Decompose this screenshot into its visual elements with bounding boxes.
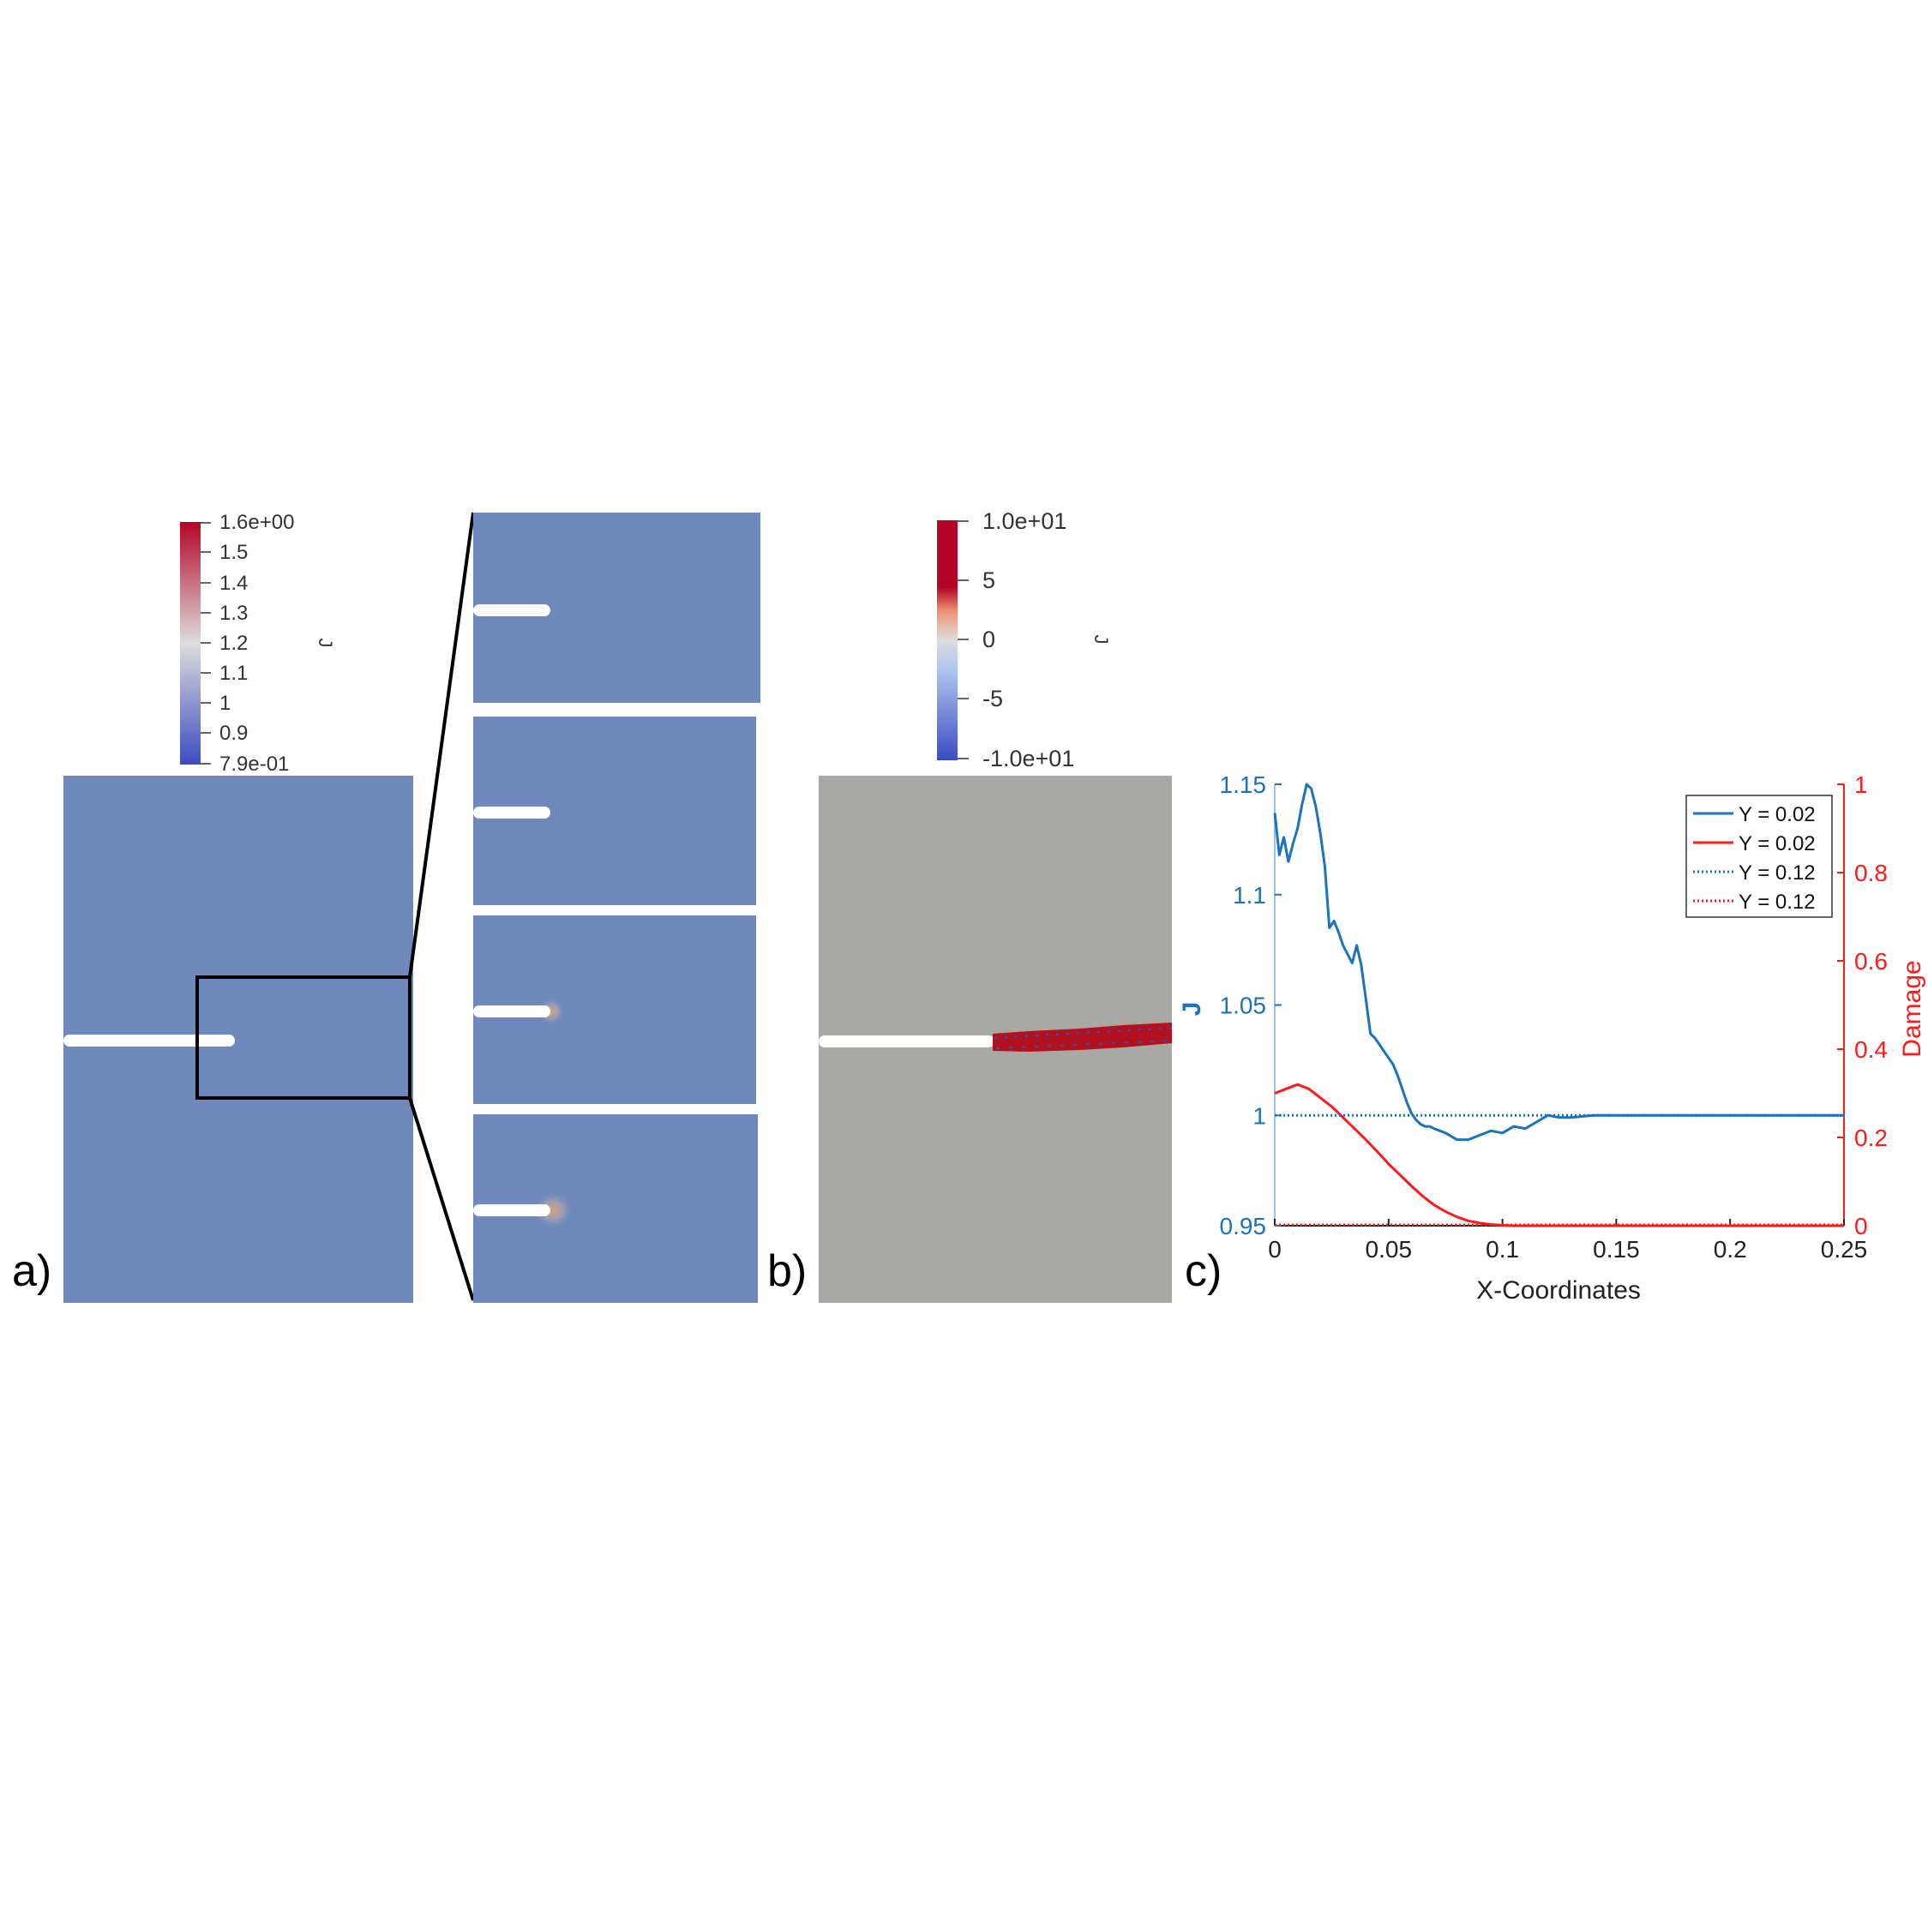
notch-zoom-3 bbox=[473, 1005, 550, 1017]
y-ticks: 0.95 1 1.05 1.1 1.15 bbox=[1220, 771, 1282, 1239]
colorbar-a-label: 7.9e-01 bbox=[219, 753, 289, 776]
legend-label-1: Y = 0.02 bbox=[1739, 803, 1816, 826]
y2-tick-label: 0.8 bbox=[1854, 860, 1888, 886]
colorbar-b-label: 5 bbox=[982, 567, 995, 593]
legend-label-3: Y = 0.12 bbox=[1739, 861, 1816, 885]
colorbar-a-label: 1.3 bbox=[219, 602, 248, 625]
colorbar-b-label: 1.0e+01 bbox=[982, 508, 1066, 534]
x-tick-label: 0.25 bbox=[1821, 1236, 1868, 1263]
x-ticks: 0 0.05 0.1 0.15 0.2 0.25 bbox=[1268, 1219, 1867, 1263]
x-axis-label: X-Coordinates bbox=[1476, 1276, 1641, 1305]
y-tick-label: 1.1 bbox=[1233, 882, 1266, 909]
colorbar-a-label: 1.2 bbox=[219, 632, 248, 655]
y2-tick-label: 0.2 bbox=[1854, 1125, 1888, 1151]
colorbar-a-label: 1.6e+00 bbox=[219, 511, 294, 534]
zoom-connector-top bbox=[408, 512, 475, 978]
x-tick-label: 0.2 bbox=[1714, 1236, 1747, 1263]
colorbar-b-label: 0 bbox=[982, 627, 995, 652]
damage-band bbox=[993, 1020, 1173, 1052]
zoom-connector-bottom bbox=[408, 1097, 475, 1301]
colorbar-a-title: J bbox=[315, 639, 336, 648]
y2-tick-label: 0 bbox=[1854, 1213, 1868, 1239]
colorbar-b-label: -1.0e+01 bbox=[982, 746, 1074, 771]
colorbar-a-label: 0.9 bbox=[219, 722, 248, 745]
panel-label-b: b) bbox=[767, 1246, 807, 1296]
colorbar-a-label: 1 bbox=[219, 692, 231, 715]
notch-zoom-1 bbox=[473, 604, 550, 616]
colorbar-a-label: 1.5 bbox=[219, 541, 248, 564]
y-axis-label: J bbox=[1178, 1002, 1206, 1017]
x-tick-label: 0 bbox=[1268, 1236, 1282, 1263]
y2-tick-label: 1 bbox=[1854, 771, 1868, 798]
crack-tip-glow-4 bbox=[532, 1191, 574, 1229]
series-line-2 bbox=[1274, 1083, 1844, 1227]
notch-a bbox=[63, 1035, 235, 1047]
colorbar-a-label: 1.1 bbox=[219, 662, 248, 685]
panel-a: 1.6e+00 1.5 1.4 1.3 1.2 1.1 1 0.9 7.9e-0… bbox=[12, 511, 760, 1303]
y-tick-label: 1.15 bbox=[1220, 771, 1267, 798]
colorbar-b-title: J bbox=[1090, 635, 1112, 645]
panel-label-a: a) bbox=[12, 1246, 51, 1296]
x-tick-label: 0.15 bbox=[1593, 1236, 1640, 1263]
y2-axis-label: Damage bbox=[1898, 960, 1926, 1057]
colorbar-a: 1.6e+00 1.5 1.4 1.3 1.2 1.1 1 0.9 7.9e-0… bbox=[180, 511, 336, 776]
panel-b: 1.0e+01 5 0 -5 -1.0e+01 J b) bbox=[767, 508, 1173, 1303]
y2-ticks: 0 0.2 0.4 0.6 0.8 1 bbox=[1837, 771, 1888, 1239]
zoom-box bbox=[195, 975, 411, 1100]
legend: Y = 0.02 Y = 0.02 Y = 0.12 Y = 0.12 bbox=[1685, 795, 1833, 918]
y-tick-label: 0.95 bbox=[1220, 1213, 1267, 1239]
y2-tick-label: 0.6 bbox=[1854, 948, 1888, 975]
x-tick-label: 0.1 bbox=[1486, 1236, 1519, 1263]
y-tick-label: 1 bbox=[1252, 1102, 1266, 1129]
y-tick-label: 1.05 bbox=[1220, 993, 1267, 1019]
colorbar-a-gradient bbox=[180, 522, 201, 765]
legend-label-2: Y = 0.02 bbox=[1739, 832, 1816, 855]
colorbar-b-label: -5 bbox=[982, 686, 1003, 711]
colorbar-a-label: 1.4 bbox=[219, 572, 248, 595]
series-line-1 bbox=[1273, 783, 1844, 1142]
series-layer bbox=[1273, 783, 1844, 1227]
crack-tip-glow-3 bbox=[538, 998, 565, 1025]
panel-c: c) 0 0.05 0.1 0.15 0.2 0.25 0.9511.051.11.15 … bbox=[1178, 771, 1926, 1305]
legend-box bbox=[1685, 795, 1833, 918]
notch-zoom-2 bbox=[473, 807, 550, 819]
zoom-panels bbox=[473, 513, 760, 1303]
notch-zoom-4 bbox=[473, 1204, 550, 1216]
panel-label-c: c) bbox=[1185, 1246, 1222, 1296]
notch-b bbox=[819, 1035, 994, 1047]
colorbar-b-gradient bbox=[937, 520, 958, 760]
y2-tick-label: 0.4 bbox=[1854, 1036, 1888, 1063]
colorbar-b: 1.0e+01 5 0 -5 -1.0e+01 J bbox=[937, 508, 1112, 771]
x-tick-label: 0.05 bbox=[1366, 1236, 1413, 1263]
legend-label-4: Y = 0.12 bbox=[1739, 891, 1816, 914]
